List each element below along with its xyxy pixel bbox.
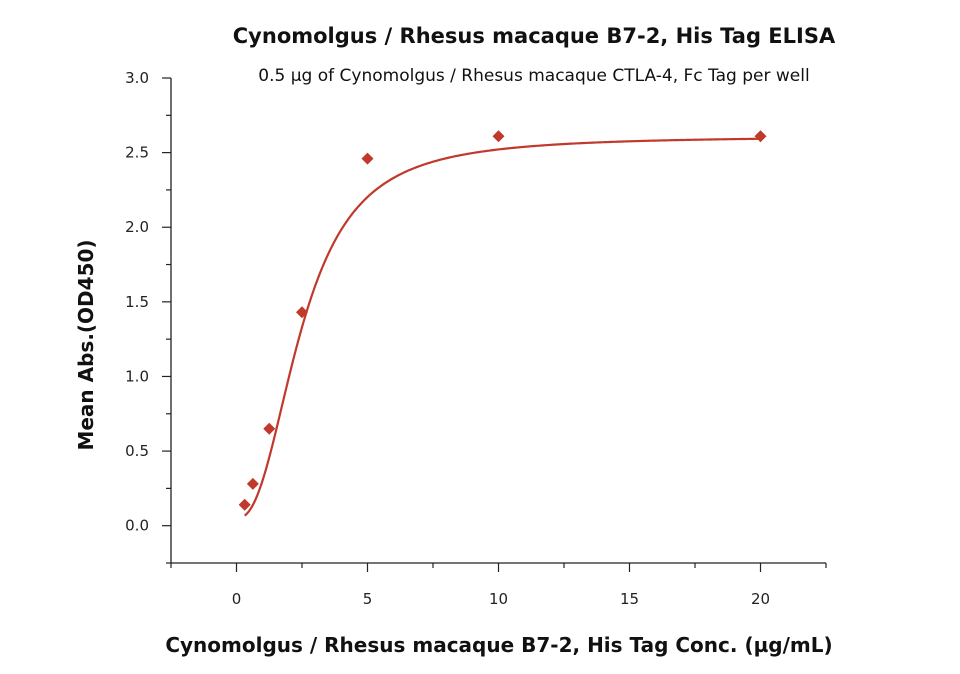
- x-tick-label: 5: [363, 590, 373, 608]
- fit-curve-group: [243, 137, 761, 517]
- data-point: [246, 477, 259, 490]
- y-tick-label: 2.0: [125, 218, 149, 236]
- fit-curve: [243, 137, 761, 517]
- data-point: [492, 130, 505, 143]
- data-point: [361, 152, 374, 165]
- y-axis-ticks: 0.0 0.5 1.0 1.5 2.0 2.5 3.0: [125, 69, 171, 564]
- x-tick-label: 10: [489, 590, 508, 608]
- data-point: [754, 130, 767, 143]
- data-point: [263, 422, 276, 435]
- chart-subtitle: 0.5 µg of Cynomolgus / Rhesus macaque CT…: [258, 66, 809, 86]
- y-tick-label: 1.5: [125, 293, 149, 311]
- x-tick-label: 20: [751, 590, 770, 608]
- data-point: [296, 306, 308, 319]
- data-point: [238, 498, 251, 511]
- x-tick-label: 15: [620, 590, 639, 608]
- x-axis-label: Cynomolgus / Rhesus macaque B7-2, His Ta…: [165, 633, 832, 657]
- axes: [170, 78, 826, 564]
- y-tick-label: 2.5: [125, 144, 149, 162]
- y-axis-label: Mean Abs.(OD450): [74, 239, 98, 450]
- y-tick-label: 0.0: [125, 517, 149, 535]
- y-tick-label: 1.0: [125, 367, 149, 385]
- x-tick-label: 0: [232, 590, 242, 608]
- data-points: [238, 130, 767, 511]
- x-axis-ticks: 0 5 10 15 20: [170, 563, 827, 608]
- y-tick-label: 0.5: [125, 442, 149, 460]
- y-tick-label: 3.0: [125, 69, 149, 87]
- chart-title: Cynomolgus / Rhesus macaque B7-2, His Ta…: [233, 24, 836, 48]
